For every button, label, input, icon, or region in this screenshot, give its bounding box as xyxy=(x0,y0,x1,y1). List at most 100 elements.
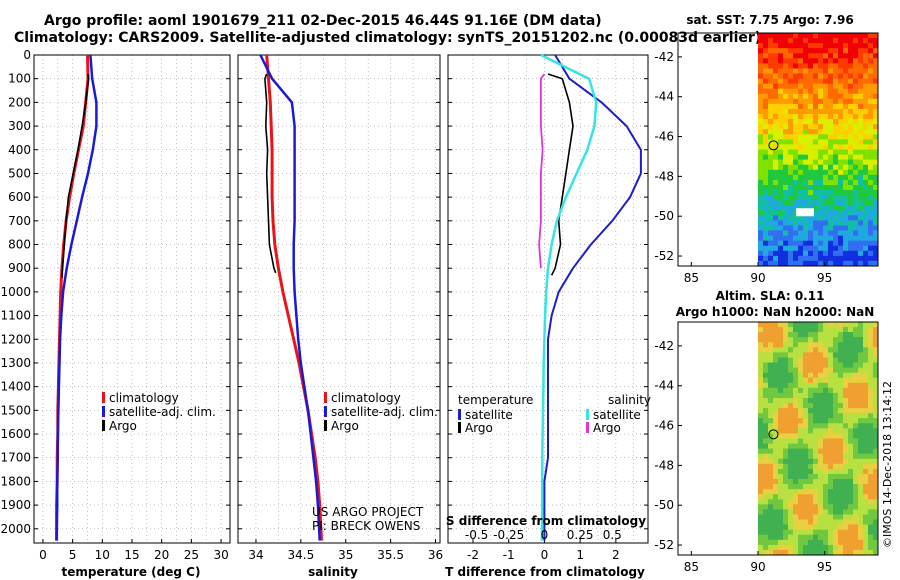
map-cell xyxy=(853,408,859,414)
map-cell xyxy=(823,78,829,85)
map-cell xyxy=(783,489,789,495)
legend-label: satellite-adj. clim. xyxy=(109,405,216,419)
map-cell xyxy=(778,352,784,358)
map-cell xyxy=(818,174,824,181)
map-cell xyxy=(788,38,794,44)
map-cell xyxy=(793,382,799,389)
map-cell xyxy=(833,210,839,216)
x-tick-label: 34 xyxy=(248,548,263,562)
map-cell xyxy=(808,408,814,414)
map-cell xyxy=(873,149,879,155)
map-cell xyxy=(828,43,834,49)
map-cell xyxy=(873,382,879,389)
map-cell xyxy=(843,342,849,348)
map-y-tick-label: -52 xyxy=(654,249,674,263)
map-cell xyxy=(843,255,849,262)
map-cell xyxy=(808,494,814,500)
map-cell xyxy=(763,154,769,161)
map-cell xyxy=(798,494,804,500)
map-cell xyxy=(838,423,844,429)
map-cell xyxy=(858,129,864,135)
map-cell xyxy=(813,499,819,505)
map-cell xyxy=(823,327,829,333)
map-cell xyxy=(833,43,839,49)
map-cell xyxy=(823,453,829,460)
map-cell xyxy=(848,200,854,206)
map-cell xyxy=(873,124,879,130)
map-cell xyxy=(853,524,859,531)
map-cell xyxy=(873,38,879,44)
map-cell xyxy=(778,423,784,429)
map-cell xyxy=(868,398,874,404)
map-cell xyxy=(863,423,869,429)
map-cell xyxy=(783,225,789,231)
map-cell xyxy=(813,403,819,409)
map-cell xyxy=(793,129,799,135)
map-cell xyxy=(798,347,804,353)
map-cell xyxy=(758,418,764,424)
map-cell xyxy=(848,372,854,379)
map-cell xyxy=(763,418,769,424)
map-cell xyxy=(813,428,819,434)
map-cell xyxy=(873,509,879,515)
map-cell xyxy=(843,33,849,39)
map-cell xyxy=(773,174,779,181)
map-cell xyxy=(828,210,834,216)
map-cell xyxy=(828,190,834,196)
credit-line-2: PI: BRECK OWENS xyxy=(312,519,420,533)
map-cell xyxy=(813,463,819,470)
map-cell xyxy=(823,499,829,505)
map-cell xyxy=(853,428,859,434)
map-cell xyxy=(813,519,819,525)
legend-label: climatology xyxy=(331,391,401,405)
map-cell xyxy=(813,129,819,135)
map-cell xyxy=(863,484,869,490)
map-cell xyxy=(798,489,804,495)
map-cell xyxy=(763,433,769,439)
map-cell xyxy=(858,484,864,490)
map-cell xyxy=(843,514,849,520)
map-cell xyxy=(808,48,814,54)
map-cell xyxy=(783,63,789,69)
map-cell xyxy=(793,519,799,525)
map-cell xyxy=(838,524,844,531)
map-cell xyxy=(798,200,804,206)
map-cell xyxy=(773,392,779,399)
map-cell xyxy=(823,114,829,120)
map-cell xyxy=(773,129,779,135)
map-cell xyxy=(808,195,814,201)
map-cell xyxy=(858,499,864,505)
map-cell xyxy=(828,509,834,515)
map-cell xyxy=(848,159,854,166)
map-cell xyxy=(853,220,859,226)
map-cell xyxy=(768,418,774,424)
map-cell xyxy=(858,48,864,54)
map-cell xyxy=(838,240,844,247)
map-cell xyxy=(838,164,844,171)
map-cell xyxy=(838,124,844,130)
map-cell xyxy=(803,372,809,379)
map-cell xyxy=(758,443,764,450)
map-cell xyxy=(803,159,809,166)
map-cell xyxy=(758,504,764,510)
map-cell xyxy=(853,357,859,363)
map-cell xyxy=(763,58,769,64)
map-cell xyxy=(848,73,854,79)
map-cell xyxy=(778,38,784,44)
map-cell xyxy=(758,332,764,338)
map-cell xyxy=(788,549,794,556)
map-cell xyxy=(848,398,854,404)
map-cell xyxy=(758,114,764,120)
map-cell xyxy=(763,149,769,155)
map-cell xyxy=(853,514,859,520)
map-cell xyxy=(873,322,879,328)
map-cell xyxy=(873,53,879,59)
map-cell xyxy=(873,463,879,470)
map-cell xyxy=(758,362,764,368)
map-cell xyxy=(838,58,844,64)
map-cell xyxy=(798,103,804,110)
map-cell xyxy=(858,33,864,39)
map-cell xyxy=(833,534,839,541)
map-cell xyxy=(828,524,834,531)
map-cell xyxy=(783,392,789,399)
